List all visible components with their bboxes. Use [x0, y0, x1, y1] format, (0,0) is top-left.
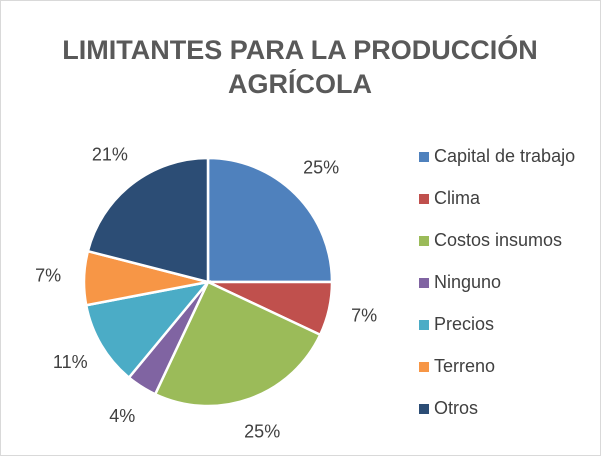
legend-label: Terreno — [434, 356, 495, 376]
pie-slice — [153, 280, 322, 408]
legend-label: Clima — [434, 188, 481, 208]
legend-swatch — [419, 404, 429, 414]
legend-label: Capital de trabajo — [434, 146, 575, 166]
data-label: 25% — [244, 421, 280, 441]
legend-label: Ninguno — [434, 272, 501, 292]
data-label: 7% — [351, 306, 377, 326]
legend-swatch — [419, 152, 429, 162]
data-label: 21% — [92, 144, 128, 164]
data-label: 25% — [303, 158, 339, 178]
legend-label: Precios — [434, 314, 494, 334]
legend-swatch — [419, 194, 429, 204]
legend-swatch — [419, 320, 429, 330]
legend-label: Costos insumos — [434, 230, 562, 250]
chart-title: LIMITANTES PARA LA PRODUCCIÓN AGRÍCOLA — [62, 35, 538, 99]
legend-swatch — [419, 278, 429, 288]
data-label: 4% — [109, 406, 135, 426]
pie-slice — [86, 156, 210, 284]
pie-slice — [84, 280, 212, 380]
legend-swatch — [419, 236, 429, 246]
pie-slice — [206, 156, 334, 284]
data-label: 7% — [35, 266, 61, 286]
data-label: 11% — [53, 352, 88, 372]
legend-swatch — [419, 362, 429, 372]
legend-label: Otros — [434, 398, 478, 418]
